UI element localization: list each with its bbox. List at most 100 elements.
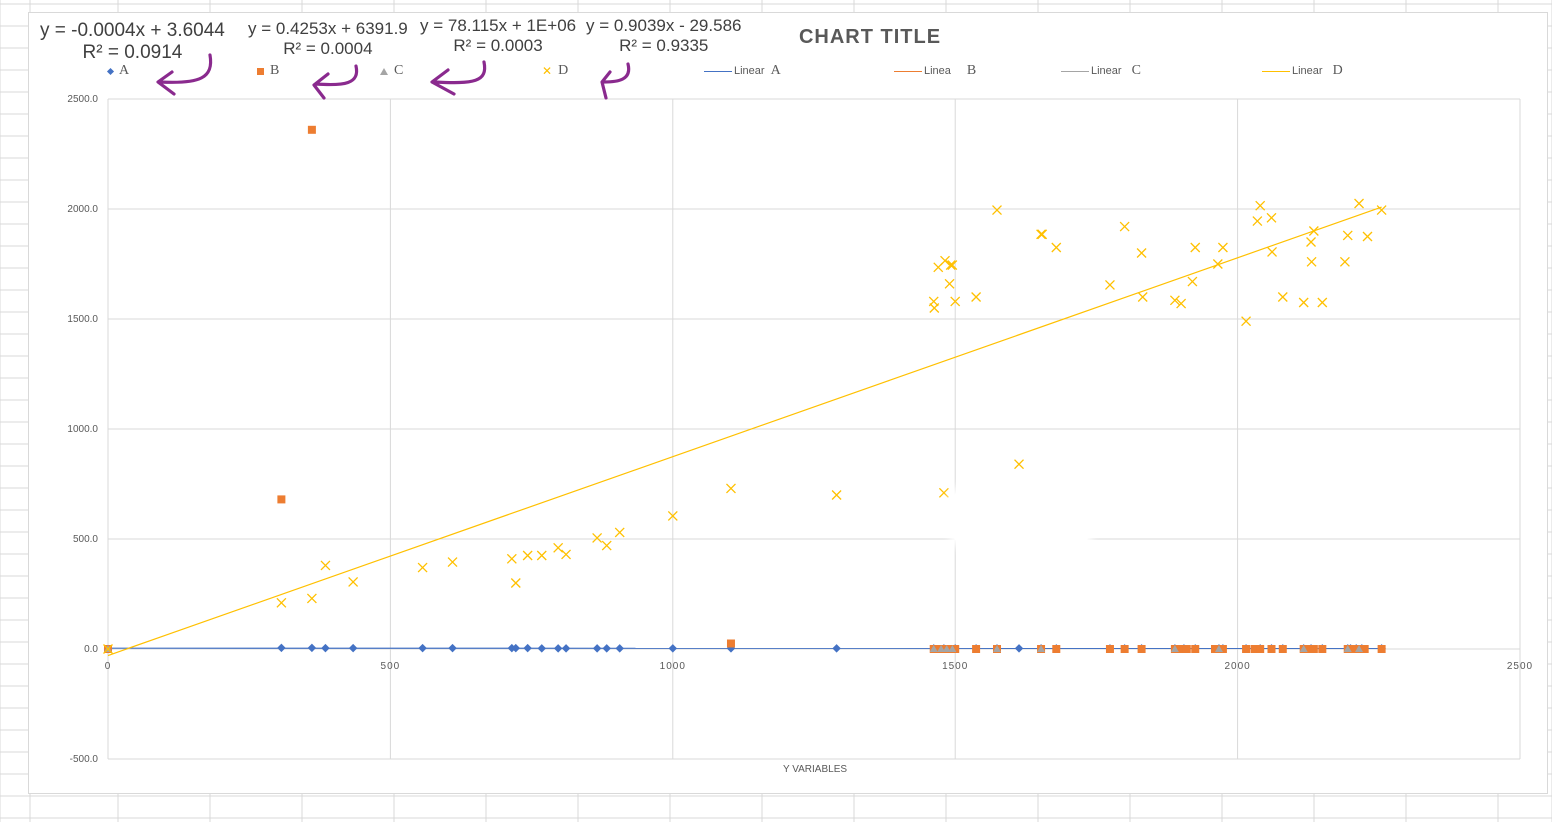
data-point-d — [320, 560, 331, 571]
data-point-b — [934, 645, 943, 653]
data-point-d — [601, 540, 612, 551]
data-point-d — [1339, 256, 1350, 267]
data-point-a — [348, 643, 358, 653]
y-tick-label: 1500.0 — [67, 314, 98, 325]
data-point-d — [1190, 242, 1201, 253]
data-point-a — [553, 644, 563, 653]
y-tick-label: 2000.0 — [67, 204, 98, 215]
r-squared-text: R² = 0.0004 — [283, 38, 373, 58]
legend-label: D — [558, 63, 569, 78]
data-point-d — [510, 578, 521, 588]
data-point-a — [1014, 644, 1024, 653]
x-tick-label: 1000 — [660, 661, 686, 672]
data-point-a — [561, 644, 571, 653]
data-point-d — [1217, 242, 1228, 253]
legend-line-prefix: Linear — [1292, 65, 1323, 77]
data-point-b — [1242, 645, 1251, 653]
data-point-d — [1255, 200, 1266, 211]
data-point-b — [1120, 645, 1129, 653]
legend-label: C — [1131, 63, 1141, 78]
data-point-b — [1256, 645, 1265, 653]
data-point-d — [1267, 246, 1278, 257]
data-point-b — [1318, 645, 1327, 653]
data-point-d — [1014, 459, 1024, 470]
data-point-b — [1304, 645, 1313, 653]
data-point-d — [1342, 230, 1353, 241]
data-point-d — [992, 205, 1002, 216]
legend-item-c[interactable]: C — [380, 62, 403, 80]
data-point-c — [1170, 645, 1179, 652]
data-point-b — [726, 639, 735, 648]
line-swatch-icon — [894, 70, 922, 72]
legend-label: A — [770, 63, 781, 78]
x-tick-label: 0 — [105, 661, 112, 672]
legend-item-b[interactable]: B — [257, 62, 279, 80]
data-point-b — [972, 645, 981, 653]
data-point-d — [506, 553, 517, 564]
legend-line-prefix: Linear — [1091, 65, 1122, 77]
data-point-b — [1377, 645, 1386, 653]
legend-label: A — [119, 63, 130, 78]
data-point-d — [831, 490, 842, 500]
data-point-d — [1354, 198, 1364, 209]
data-point-d — [1241, 316, 1252, 327]
r-squared-text: R² = 0.0914 — [82, 41, 183, 63]
data-point-d — [1036, 229, 1047, 240]
data-point-b — [1349, 645, 1358, 653]
data-point-d — [1169, 295, 1180, 306]
data-point-d — [592, 532, 603, 543]
data-point-b — [1052, 645, 1061, 653]
legend-item-linear-c[interactable]: Linear C — [1061, 62, 1141, 80]
data-point-a — [668, 644, 678, 653]
data-point-c — [948, 645, 957, 652]
data-point-b — [945, 645, 954, 653]
data-point-d — [1266, 212, 1277, 223]
legend-item-linear-b[interactable]: Linea B — [894, 62, 976, 80]
data-point-b — [1137, 645, 1146, 653]
data-point-d — [940, 255, 950, 266]
data-point-c — [1355, 645, 1364, 652]
data-point-d — [522, 550, 533, 561]
data-point-d — [536, 550, 547, 561]
data-point-b — [307, 125, 316, 134]
data-point-b — [1177, 645, 1186, 653]
equation-text: y = -0.0004x + 3.6044 — [40, 20, 225, 41]
data-point-b — [1309, 645, 1318, 653]
data-point-a — [537, 644, 547, 653]
data-point-c — [937, 645, 946, 652]
chart-title[interactable]: CHART TITLE — [798, 26, 942, 48]
line-swatch-icon — [1262, 70, 1290, 72]
legend-label: D — [1332, 63, 1343, 78]
legend-item-a[interactable]: A — [106, 62, 130, 80]
diamond-marker-icon — [106, 67, 115, 75]
legend-item-linear-a[interactable]: Linear A — [704, 62, 781, 80]
data-point-d — [1105, 279, 1115, 290]
data-point-a — [448, 643, 457, 653]
data-point-b — [1191, 645, 1200, 653]
x-axis-title[interactable]: Y VARIABLES — [782, 764, 848, 775]
chart-area[interactable] — [28, 12, 1548, 794]
data-point-d — [1176, 298, 1187, 309]
legend-line-prefix: Linea — [924, 65, 951, 77]
data-point-d — [1376, 205, 1387, 216]
data-point-d — [1119, 221, 1130, 232]
y-tick-label: 0.0 — [84, 644, 98, 655]
trendline-d — [107, 206, 1382, 657]
y-tick-label: 1000.0 — [67, 424, 98, 435]
data-point-b — [1250, 645, 1259, 653]
legend-item-linear-d[interactable]: Linear D — [1262, 62, 1343, 80]
data-point-d — [276, 597, 287, 608]
data-point-b — [1267, 645, 1276, 653]
data-point-d — [971, 292, 982, 302]
redaction-blob — [952, 486, 1090, 548]
line-swatch-icon — [1061, 70, 1089, 72]
data-point-a — [832, 644, 841, 653]
data-point-b — [1278, 645, 1287, 653]
triangle-marker-icon — [380, 67, 388, 75]
legend-item-d[interactable]: ✕ D — [542, 62, 568, 80]
square-marker-icon — [257, 67, 264, 75]
data-point-d — [348, 576, 359, 587]
data-point-d — [1051, 242, 1062, 253]
data-point-d — [447, 557, 458, 568]
data-point-c — [1214, 645, 1223, 652]
